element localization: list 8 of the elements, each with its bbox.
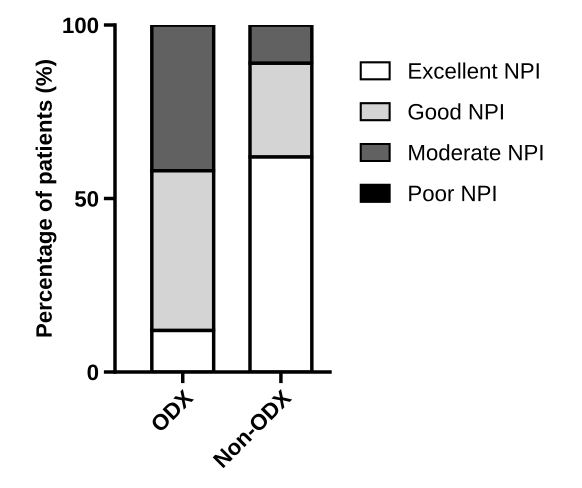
y-tick-label: 50 bbox=[74, 191, 98, 207]
legend-label: Good NPI bbox=[408, 103, 503, 120]
legend-label: Excellent NPI bbox=[409, 62, 539, 79]
y-tick-label: 0 bbox=[88, 364, 98, 380]
y-tick-label: 100 bbox=[63, 18, 98, 34]
y-axis-title: Percentage of patients (%) bbox=[36, 60, 56, 337]
legend-label: Poor NPI bbox=[409, 186, 496, 202]
legend-label: Moderate NPI bbox=[409, 144, 542, 160]
